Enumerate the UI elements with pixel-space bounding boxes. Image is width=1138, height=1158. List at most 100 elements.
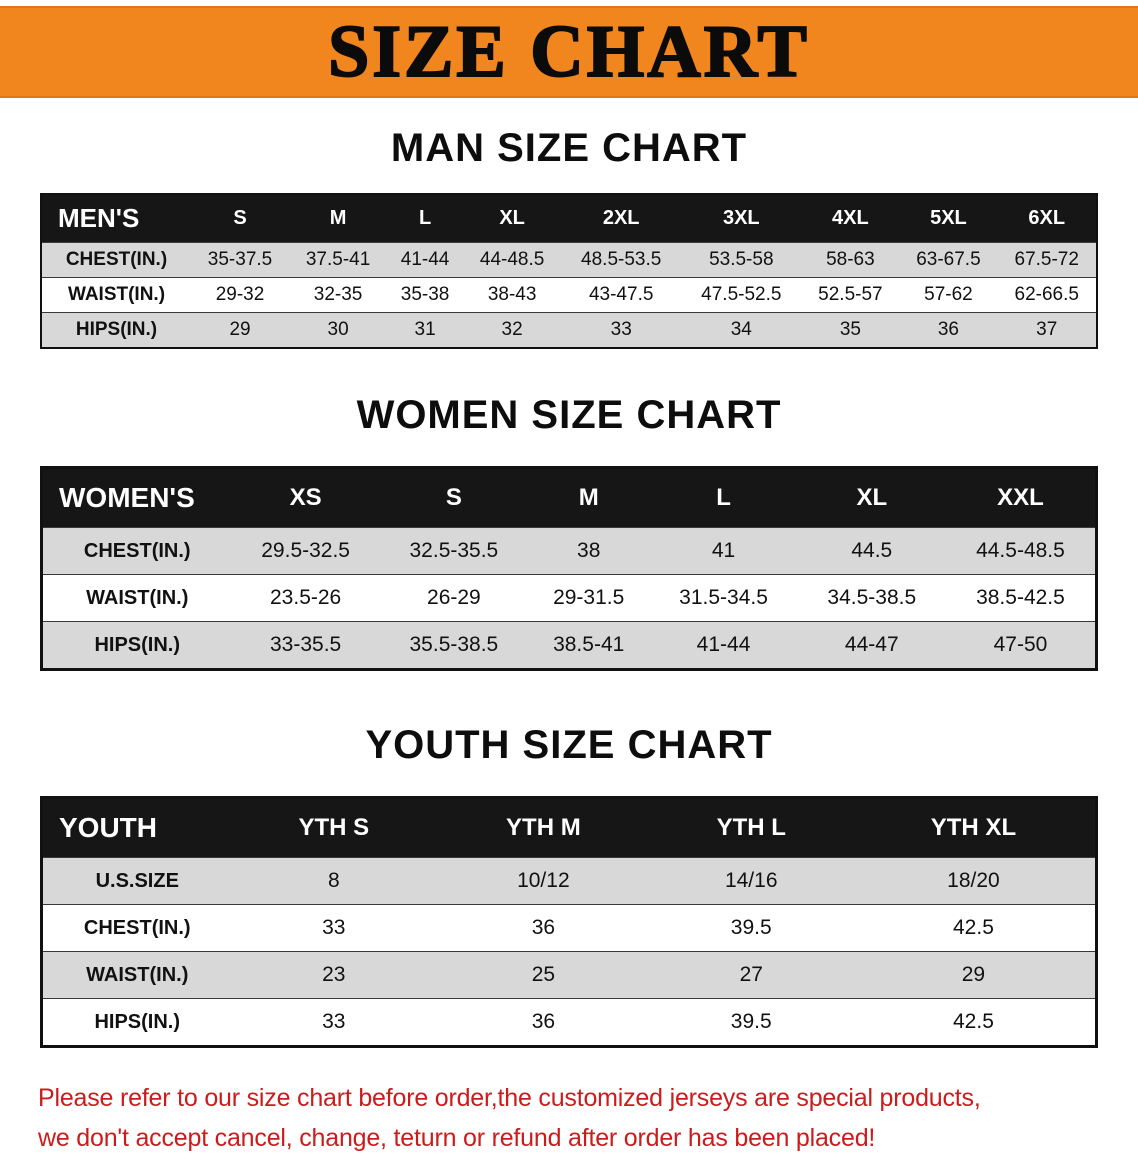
measurement-value: 52.5-57: [818, 284, 883, 305]
size-column-header: M: [528, 467, 650, 528]
measurement-value: 33: [322, 916, 346, 939]
measurement-value: 35-38: [400, 284, 450, 305]
disclaimer-line-1: Please refer to our size chart before or…: [38, 1084, 981, 1112]
measurement-value: 41-44: [696, 633, 751, 656]
page-title: SIZE CHART: [327, 11, 810, 93]
measurement-value: 37: [1036, 319, 1058, 340]
measurement-value: 29: [961, 963, 986, 986]
measurement-value: 42.5: [953, 1010, 994, 1033]
measurement-label: CHEST(IN.): [83, 916, 191, 939]
measurement-label: CHEST(IN.): [65, 249, 168, 270]
measurement-value: 38.5-42.5: [976, 586, 1065, 609]
men-size-table: MEN'S S M L XL 2XL 3XL 4XL 5XL 6XL CHEST(IN.) 35-37…: [40, 193, 1098, 349]
measurement-row: HIPS(IN.) 33 36 39.5 42.5: [41, 998, 1097, 1047]
youth-section: YOUTH SIZE CHART YOUTH YTH S YTH M YTH L YTH …: [0, 723, 1138, 1048]
measurement-value: 58-63: [826, 249, 875, 270]
women-group-label: WOMEN'S: [41, 467, 232, 528]
measurement-label: CHEST(IN.): [83, 539, 191, 562]
measurement-value: 38: [577, 539, 601, 562]
measurement-row: HIPS(IN.) 29 30 31 32 33 34 35 36 37: [41, 312, 1097, 348]
size-column-header: YTH M: [436, 797, 651, 858]
measurement-value: 63-67.5: [916, 249, 981, 270]
measurement-value: 10/12: [517, 869, 570, 892]
size-column-header: 4XL: [801, 194, 900, 243]
measurement-value: 34: [730, 319, 752, 340]
measurement-value: 30: [327, 319, 349, 340]
size-column-header: 6XL: [997, 194, 1097, 243]
measurement-value: 32.5-35.5: [409, 539, 499, 562]
measurement-label: HIPS(IN.): [75, 319, 158, 340]
size-column-header: XL: [797, 467, 946, 528]
measurement-value: 33: [610, 319, 632, 340]
size-column-header: XL: [463, 194, 562, 243]
measurement-value: 29.5-32.5: [261, 539, 350, 562]
measurement-value: 35: [839, 319, 861, 340]
measurement-value: 44.5-48.5: [976, 539, 1065, 562]
disclaimer: Please refer to our size chart before or…: [38, 1078, 1138, 1158]
size-column-header: S: [379, 467, 528, 528]
measurement-value: 44-48.5: [479, 249, 545, 270]
measurement-value: 29-32: [215, 284, 265, 305]
youth-size-table: YOUTH YTH S YTH M YTH L YTH XL U.S.SIZE 8 10/12…: [40, 796, 1098, 1048]
size-chart-page: SIZE CHART MAN SIZE CHART MEN'S S M L XL 2XL 3X…: [0, 6, 1138, 1158]
measurement-label: U.S.SIZE: [95, 869, 179, 892]
measurement-value: 53.5-58: [709, 249, 774, 270]
measurement-value: 8: [327, 869, 340, 892]
measurement-value: 33-35.5: [270, 633, 342, 656]
banner: SIZE CHART: [0, 6, 1138, 98]
measurement-value: 41: [711, 539, 736, 562]
measurement-value: 27: [739, 963, 763, 986]
measurement-label: WAIST(IN.): [86, 963, 189, 986]
measurement-value: 43-47.5: [588, 284, 654, 305]
women-section-heading: WOMEN SIZE CHART: [356, 393, 782, 437]
measurement-value: 33: [322, 1010, 346, 1033]
measurement-value: 14/16: [724, 869, 778, 892]
measurement-value: 57-62: [924, 284, 973, 305]
measurement-value: 32-35: [313, 284, 363, 305]
size-column-header: L: [649, 467, 798, 528]
measurement-value: 18/20: [947, 869, 1000, 892]
measurement-value: 32: [501, 319, 523, 340]
youth-group-label: YOUTH: [41, 797, 232, 858]
measurement-value: 35-37.5: [207, 249, 273, 270]
size-column-header: 5XL: [899, 194, 998, 243]
size-column-header: 3XL: [681, 194, 802, 243]
measurement-value: 29: [229, 319, 251, 340]
youth-section-heading: YOUTH SIZE CHART: [365, 723, 773, 767]
measurement-label: HIPS(IN.): [94, 633, 181, 656]
measurement-value: 47-50: [993, 633, 1048, 656]
measurement-value: 48.5-53.5: [581, 249, 662, 270]
men-group-label: MEN'S: [41, 194, 191, 243]
size-column-header: XXL: [945, 467, 1097, 528]
measurement-value: 29-31.5: [553, 586, 625, 609]
measurement-value: 31: [414, 319, 436, 340]
measurement-value: 23: [322, 963, 346, 986]
measurement-value: 38.5-41: [553, 633, 625, 656]
measurement-row: CHEST(IN.) 33 36 39.5 42.5: [41, 904, 1097, 952]
measurement-value: 36: [531, 1010, 556, 1033]
measurement-value: 44.5: [851, 539, 893, 562]
measurement-label: WAIST(IN.): [86, 586, 189, 609]
men-section: MAN SIZE CHART MEN'S S M L XL 2XL 3XL 4XL 5XL 6XL C…: [0, 126, 1138, 349]
measurement-value: 36: [937, 319, 959, 340]
measurement-row: WAIST(IN.) 23 25 27 29: [41, 951, 1097, 999]
measurement-value: 26-29: [427, 586, 481, 609]
women-size-table: WOMEN'S XS S M L XL XXL CHEST(IN.) 29.5-32.5 32.5…: [40, 466, 1098, 671]
measurement-row: CHEST(IN.) 29.5-32.5 32.5-35.5 38 41 44.5 44.5…: [41, 527, 1097, 575]
women-section: WOMEN SIZE CHART WOMEN'S XS S M L XL XXL CHEST(I…: [0, 393, 1138, 671]
measurement-value: 34.5-38.5: [827, 586, 917, 609]
measurement-value: 23.5-26: [270, 586, 342, 609]
measurement-value: 39.5: [730, 1010, 772, 1033]
measurement-value: 38-43: [487, 284, 537, 305]
measurement-row: U.S.SIZE 8 10/12 14/16 18/20: [41, 857, 1097, 905]
measurement-row: CHEST(IN.) 35-37.5 37.5-41 41-44 44-48.5 48.5…: [41, 242, 1097, 278]
measurement-value: 39.5: [730, 916, 772, 939]
size-column-header: YTH S: [231, 797, 437, 858]
youth-header-row: YOUTH YTH S YTH M YTH L YTH XL: [41, 797, 1097, 858]
size-column-header: L: [387, 194, 464, 243]
size-column-header: XS: [231, 467, 380, 528]
measurement-row: WAIST(IN.) 29-32 32-35 35-38 38-43 43-47.5 47.…: [41, 277, 1097, 313]
measurement-value: 44-47: [844, 633, 899, 656]
measurement-value: 67.5-72: [1014, 249, 1079, 270]
women-header-row: WOMEN'S XS S M L XL XXL: [41, 467, 1097, 528]
